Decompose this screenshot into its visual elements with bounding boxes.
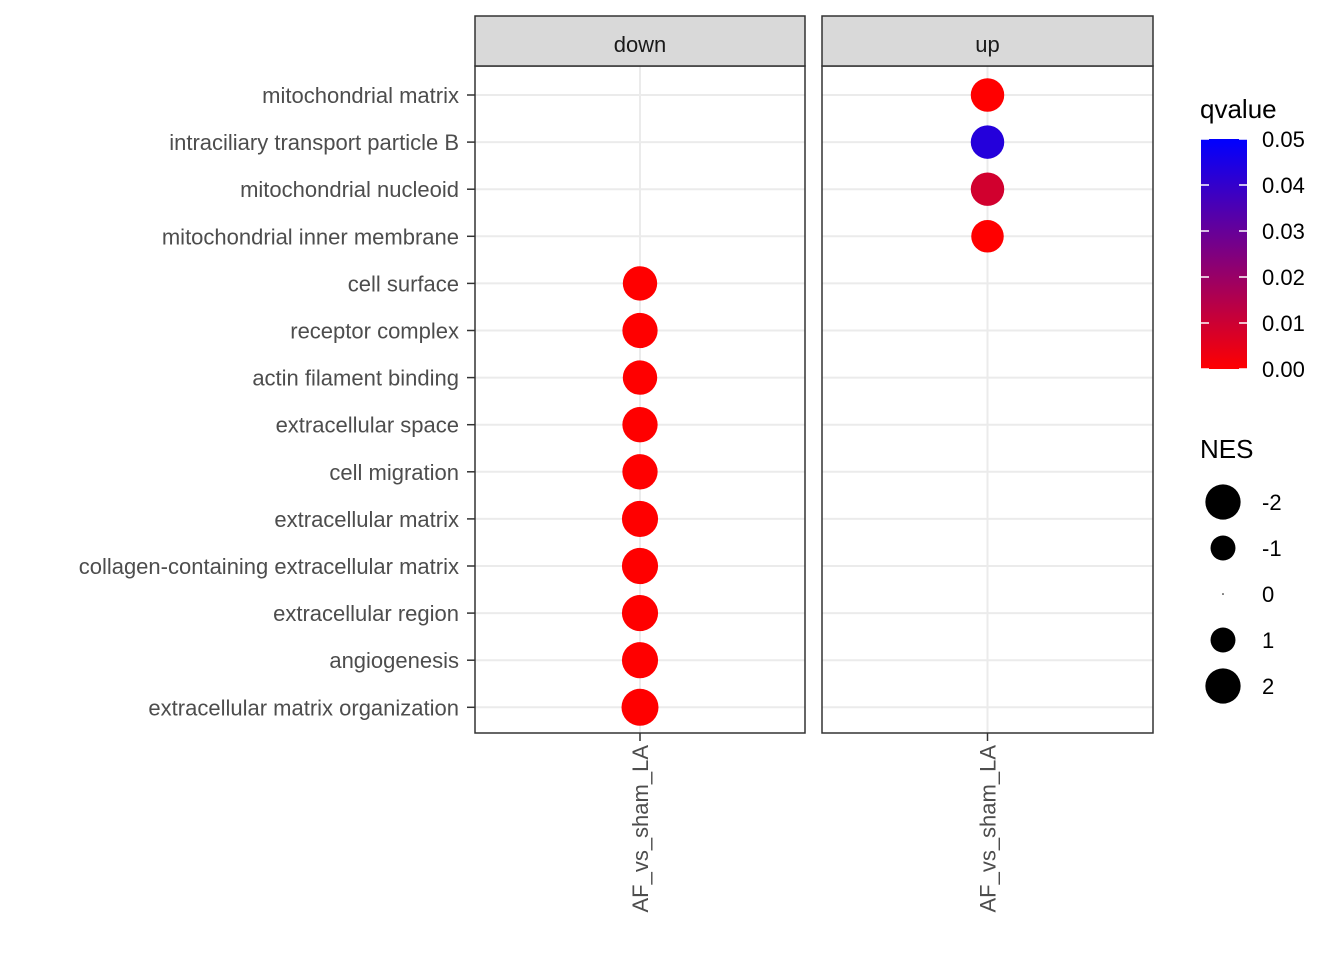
size-legend-key	[1205, 484, 1241, 520]
size-legend-key	[1210, 535, 1236, 561]
color-legend-tick-label: 0.03	[1262, 219, 1305, 244]
color-legend-bar	[1201, 139, 1247, 369]
y-axis-tick-label: intraciliary transport particle B	[169, 130, 459, 155]
y-axis-tick-label: mitochondrial nucleoid	[240, 177, 459, 202]
y-axis-tick-label: cell surface	[348, 271, 459, 296]
color-legend-tick-label: 0.04	[1262, 173, 1305, 198]
data-point	[622, 312, 658, 349]
data-point	[621, 500, 659, 537]
color-legend-tick-label: 0.00	[1262, 357, 1305, 382]
y-axis-tick-label: collagen-containing extracellular matrix	[79, 554, 459, 579]
size-legend-key	[1205, 668, 1241, 704]
size-legend-title: NES	[1200, 434, 1253, 464]
data-point	[971, 220, 1004, 253]
data-point	[621, 688, 659, 726]
data-point	[622, 360, 658, 395]
y-axis-tick-label: mitochondrial matrix	[262, 83, 459, 108]
y-axis-tick-label: cell migration	[329, 460, 459, 485]
size-legend-label: -2	[1262, 490, 1282, 515]
facet-strip-label: up	[975, 32, 999, 57]
data-point	[621, 595, 659, 632]
size-legend-key	[1222, 593, 1224, 595]
data-point	[621, 642, 659, 679]
y-axis-tick-label: mitochondrial inner membrane	[162, 224, 459, 249]
color-legend-tick-label: 0.02	[1262, 265, 1305, 290]
y-axis-tick-label: actin filament binding	[252, 366, 459, 391]
color-legend-title: qvalue	[1200, 94, 1277, 124]
y-axis-tick-label: extracellular matrix organization	[148, 695, 459, 720]
size-legend-label: 1	[1262, 628, 1274, 653]
color-legend-tick-label: 0.01	[1262, 311, 1305, 336]
data-point	[622, 454, 658, 490]
size-legend-label: 2	[1262, 674, 1274, 699]
y-axis-tick-label: receptor complex	[290, 319, 459, 344]
size-legend-label: -1	[1262, 536, 1282, 561]
facet-strip	[474, 15, 806, 67]
y-axis-tick-label: angiogenesis	[329, 648, 459, 673]
facet-strip	[821, 15, 1154, 67]
y-axis-tick-label: extracellular matrix	[274, 507, 459, 532]
color-legend-tick-label: 0.05	[1262, 127, 1305, 152]
size-legend-key	[1210, 627, 1236, 653]
size-legend-label: 0	[1262, 582, 1274, 607]
data-point	[970, 172, 1005, 206]
data-point	[622, 266, 658, 301]
data-point	[970, 125, 1005, 159]
y-axis-tick-label: extracellular space	[276, 413, 459, 438]
x-axis-tick-label: AF_vs_sham_LA	[628, 745, 653, 913]
x-axis-tick-label: AF_vs_sham_LA	[976, 745, 1001, 913]
data-point	[622, 407, 658, 443]
data-point	[621, 547, 659, 585]
y-axis-tick-label: extracellular region	[273, 601, 459, 626]
facet-strip-label: down	[614, 32, 667, 57]
data-point	[970, 78, 1005, 112]
